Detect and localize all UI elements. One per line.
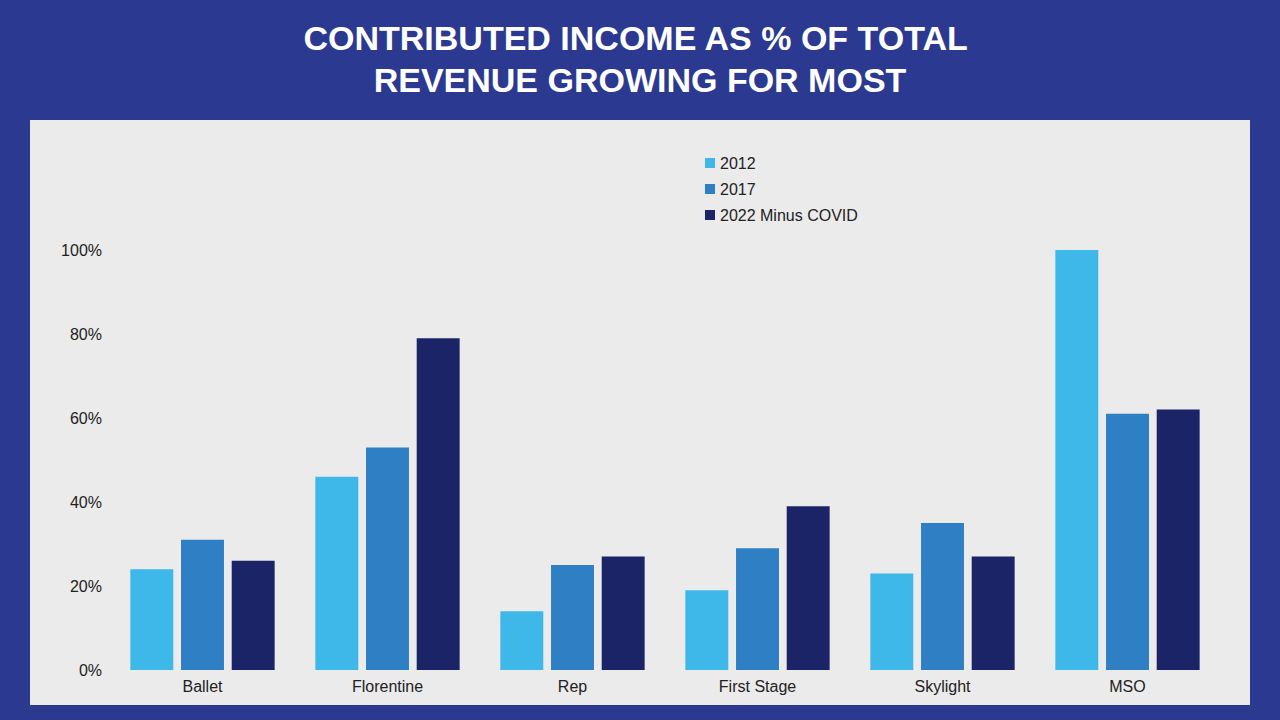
svg-text:100%: 100% [61, 242, 102, 259]
svg-text:MSO: MSO [1109, 678, 1145, 695]
svg-text:60%: 60% [70, 410, 102, 427]
svg-text:2012: 2012 [720, 155, 756, 172]
svg-text:Ballet: Ballet [182, 678, 223, 695]
svg-text:20%: 20% [70, 578, 102, 595]
svg-text:2017: 2017 [720, 181, 756, 198]
svg-text:CONTRIBUTED INCOME AS % OF TOT: CONTRIBUTED INCOME AS % OF TOTAL [303, 19, 976, 57]
svg-text:First Stage: First Stage [719, 678, 796, 695]
svg-text:0%: 0% [79, 662, 102, 679]
svg-text:Rep: Rep [558, 678, 587, 695]
svg-text:80%: 80% [70, 326, 102, 343]
svg-text:Florentine: Florentine [352, 678, 423, 695]
svg-text:40%: 40% [70, 494, 102, 511]
svg-text:REVENUE GROWING FOR MOST: REVENUE GROWING FOR MOST [374, 61, 907, 99]
svg-text:Skylight: Skylight [914, 678, 971, 695]
svg-text:2022 Minus COVID: 2022 Minus COVID [720, 207, 858, 224]
